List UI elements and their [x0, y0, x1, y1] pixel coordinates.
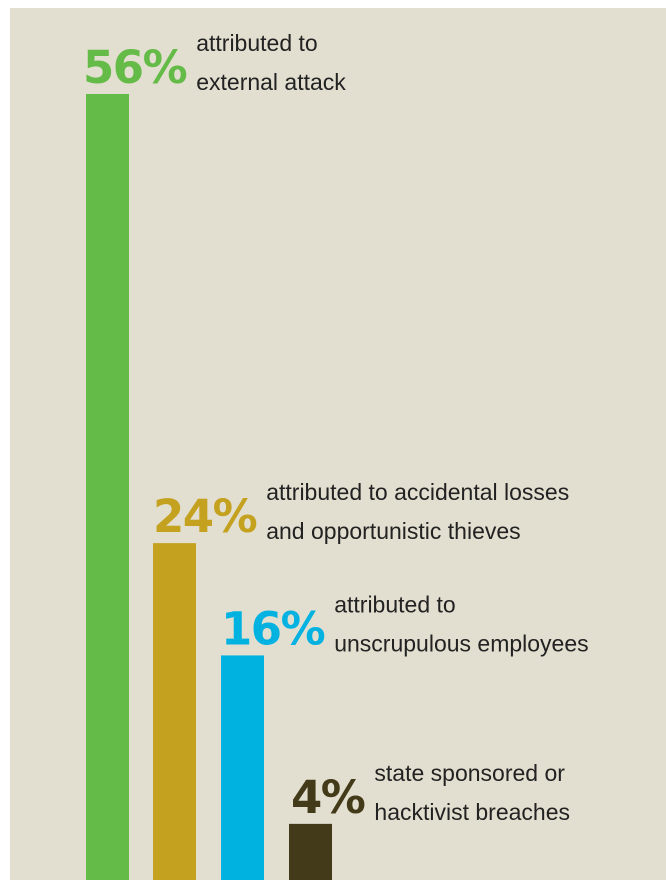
bar-description-label: attributed to — [196, 30, 317, 56]
bar — [153, 543, 196, 880]
bar-value-label: 4% — [291, 771, 365, 824]
bar — [289, 823, 332, 880]
bar-value-label: 24% — [153, 490, 257, 543]
bar-description-label: hacktivist breaches — [374, 799, 570, 825]
bar-description-label: and opportunistic thieves — [266, 518, 520, 544]
bar — [221, 655, 264, 880]
bar-value-label: 16% — [221, 602, 325, 655]
bar-description-label: state sponsored or — [374, 760, 565, 786]
bar-group: 56% attributed to external attack — [83, 30, 346, 880]
bar — [86, 94, 129, 880]
bar-group: 4% state sponsored or hacktivist breaches — [289, 760, 570, 880]
bar-description-label: unscrupulous employees — [334, 630, 588, 656]
bar-description-label: attributed to — [334, 591, 455, 617]
bar-description-label: external attack — [196, 69, 346, 95]
bar-description-label: attributed to accidental losses — [266, 479, 569, 505]
bar-group: 16% attributed to unscrupulous employees — [221, 591, 589, 880]
bar-group: 24% attributed to accidental losses and op… — [153, 479, 569, 880]
bar-value-label: 56% — [83, 41, 187, 94]
